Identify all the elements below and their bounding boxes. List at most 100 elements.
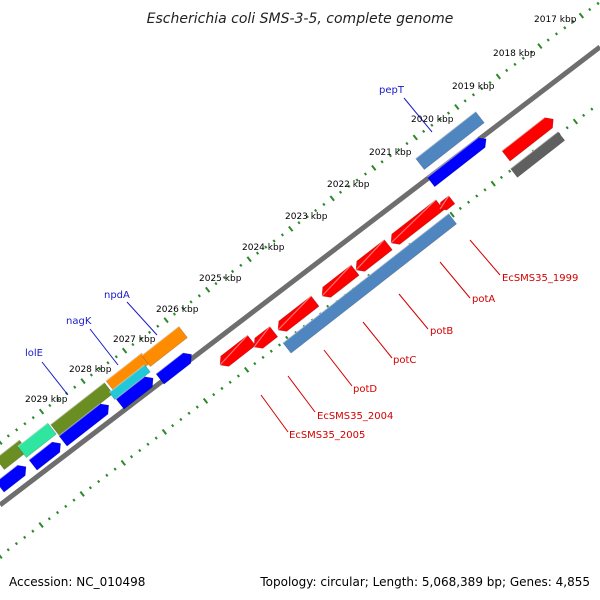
tick-label-2017: 2017 kbp [534,15,577,25]
outer-tick-66 [546,38,550,42]
inner-tick-62 [508,169,512,173]
gene-arrow-EcSMS35_2004-highlight [253,326,271,348]
tick-labels: 2017 kbp 2018 kbp 2019 kbp 2020 kbp 2021… [25,15,577,405]
outer-tick-47 [388,154,392,158]
bottom-gene-labels: EcSMS35_1999 potA potB potC potD EcSMS35… [289,273,578,441]
inner-tick-9 [72,498,76,502]
outer-tick-40 [329,195,335,202]
outer-tick-2 [15,428,19,432]
gene-label-EcSMS35_2004: EcSMS35_2004 [317,411,393,422]
outer-tick-track [0,1,600,445]
gene-arrow-potC [321,264,360,298]
leader-line-npdA [126,301,158,336]
outer-tick-11 [89,373,93,377]
gene-arrow-blue-3-highlight [58,403,101,437]
outer-tick-68 [563,26,567,30]
outer-tick-9 [73,385,77,389]
accession-text: Accession: NC_010498 [9,575,145,589]
inner-tick-32 [261,355,265,360]
inner-tick-25 [202,397,209,404]
leader-line-pepT [403,97,433,133]
gene-arrow-blue-2020-highlight [426,137,479,178]
outer-tick-1 [6,434,10,438]
outer-tick-23 [189,300,193,304]
outer-tick-21 [172,312,177,316]
inner-tick-5 [38,521,44,528]
leader-line-potA [439,261,471,299]
outer-tick-18 [147,330,152,335]
tick-label-2019: 2019 kbp [452,82,495,92]
leader-line-EcSMS35_2005 [260,394,289,433]
leader-line-potB [398,293,429,330]
outer-tick-55 [454,104,460,110]
tick-label-2024: 2024 kbp [242,243,285,253]
leader-lines [41,97,501,433]
outer-tick-51 [422,129,426,133]
genome-summary-text: Topology: circular; Length: 5,068,389 bp… [259,575,590,589]
outer-tick-13 [106,361,110,365]
inner-tick-31 [253,361,257,366]
inner-tick-70 [572,118,579,125]
gene-arrow-blue-left-highlight [0,464,18,480]
gene-arrow-upper-red-highlight [501,117,545,152]
gene-arrow-potA-highlight [390,199,437,244]
gene-arrow-EcSMS35_1999 [439,195,456,211]
inner-tick-23 [187,411,191,415]
inner-tick-22 [179,417,183,422]
inner-tick-6 [47,517,51,521]
leader-line-EcSMS35_2004 [287,375,316,413]
gene-arrow-blue-4-highlight [115,376,145,400]
genome-backbone [0,45,600,507]
gene-arrow-steelblue-long [282,213,457,354]
gene-arrow-potD-highlight [277,295,312,331]
gene-arrow-potA [390,199,445,245]
gene-arrow-EcSMS35_2005 [219,334,256,367]
gene-label-lolE: lolE [25,348,43,359]
outer-tick-17 [139,336,143,341]
backbone-line [0,45,600,507]
outer-tick-61 [505,68,509,73]
leader-line-nagK [89,328,119,366]
inner-tick-2 [14,541,19,546]
outer-tick-67 [554,32,559,36]
gene-label-potC: potC [393,355,416,366]
outer-tick-7 [56,397,60,402]
outer-tick-3 [23,422,27,426]
outer-tick-71 [588,7,592,12]
outer-tick-26 [214,281,218,286]
outer-tick-32 [264,245,268,249]
outer-tick-5 [38,408,45,415]
outer-tick-36 [297,221,301,225]
outer-tick-22 [181,306,185,310]
tick-label-2023: 2023 kbp [285,212,328,222]
inner-tick-19 [154,436,158,440]
gene-label-npdA: npdA [104,290,130,301]
outer-tick-41 [338,190,343,194]
gene-arrow-upper-grey-highlight [510,131,559,170]
outer-tick-43 [355,178,359,182]
inner-tick-10 [79,490,85,497]
tick-label-2027: 2027 kbp [113,335,156,345]
inner-tick-33 [269,349,273,353]
gene-arrow-potB-highlight [355,239,385,271]
outer-tick-70 [578,12,585,19]
gene-label-potD: potD [353,384,377,395]
tick-label-2029: 2029 kbp [25,395,68,405]
inner-tick-56 [458,206,462,211]
inner-tick-1 [6,548,10,552]
outer-tick-20 [163,317,169,324]
outer-tick-30 [246,256,252,263]
outer-tick-15 [121,347,128,354]
outer-tick-25 [205,286,211,293]
tick-label-2028: 2028 kbp [69,365,112,375]
gene-arrow-blue-2-highlight [28,441,53,461]
outer-tick-56 [463,99,467,103]
outer-tick-62 [513,62,517,66]
inner-tick-14 [113,467,117,471]
tick-label-2018: 2018 kbp [493,49,536,59]
inner-tick-13 [105,473,109,477]
outer-tick-12 [98,367,102,371]
gene-arrow-blue-2 [28,441,61,471]
gene-arrow-lolE-highlight [17,422,49,447]
